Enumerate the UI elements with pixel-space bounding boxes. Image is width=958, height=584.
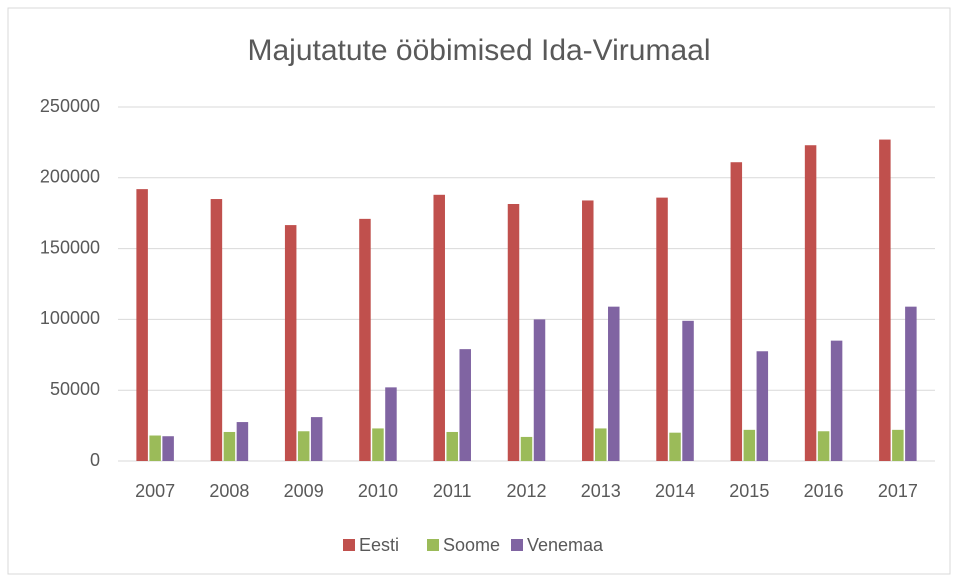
bar <box>459 349 471 461</box>
y-tick-label: 0 <box>90 450 100 470</box>
x-tick-label: 2014 <box>655 481 695 501</box>
legend-label: Soome <box>443 535 500 555</box>
bar <box>446 431 458 461</box>
x-tick-label: 2017 <box>878 481 918 501</box>
y-tick-label: 200000 <box>40 167 100 187</box>
bar <box>236 422 249 461</box>
x-tick-label: 2008 <box>209 481 249 501</box>
bar <box>433 194 445 462</box>
chart-frame <box>7 7 951 575</box>
bar <box>297 431 310 461</box>
bar <box>359 218 371 461</box>
bar <box>730 162 743 461</box>
bar <box>656 197 668 461</box>
legend-label: Venemaa <box>527 535 604 555</box>
bar <box>892 429 904 461</box>
bar <box>136 189 148 462</box>
bar <box>284 225 297 461</box>
x-tick-label: 2013 <box>581 481 621 501</box>
bar <box>310 417 323 461</box>
bar <box>669 432 681 461</box>
x-tick-label: 2010 <box>358 481 398 501</box>
bar <box>385 387 397 461</box>
bar <box>162 436 174 461</box>
bar <box>879 139 891 461</box>
bar <box>223 431 236 461</box>
bar <box>595 428 607 461</box>
y-tick-label: 100000 <box>40 308 100 328</box>
x-tick-label: 2009 <box>284 481 324 501</box>
bar <box>210 199 223 462</box>
bar <box>582 200 594 461</box>
bar <box>743 429 756 461</box>
bar <box>608 306 620 461</box>
x-tick-label: 2012 <box>506 481 546 501</box>
bar <box>817 431 830 461</box>
legend-swatch <box>343 539 355 551</box>
bar <box>682 320 694 461</box>
y-tick-label: 250000 <box>40 96 100 116</box>
bar <box>149 435 161 461</box>
y-tick-label: 150000 <box>40 237 100 257</box>
bar <box>804 145 817 461</box>
bar <box>507 203 520 461</box>
bar <box>830 340 843 461</box>
bar <box>372 428 384 461</box>
x-tick-label: 2011 <box>433 481 472 501</box>
x-tick-label: 2016 <box>804 481 844 501</box>
bar <box>756 351 769 461</box>
x-tick-label: 2015 <box>729 481 769 501</box>
legend-swatch <box>511 539 523 551</box>
bar <box>905 306 917 461</box>
legend-swatch <box>427 539 439 551</box>
chart-title: Majutatute ööbimised Ida-Virumaal <box>247 34 710 67</box>
bar <box>533 319 546 461</box>
legend-label: Eesti <box>359 535 399 555</box>
y-tick-label: 50000 <box>50 379 100 399</box>
x-tick-label: 2007 <box>135 481 175 501</box>
bar <box>520 436 533 461</box>
